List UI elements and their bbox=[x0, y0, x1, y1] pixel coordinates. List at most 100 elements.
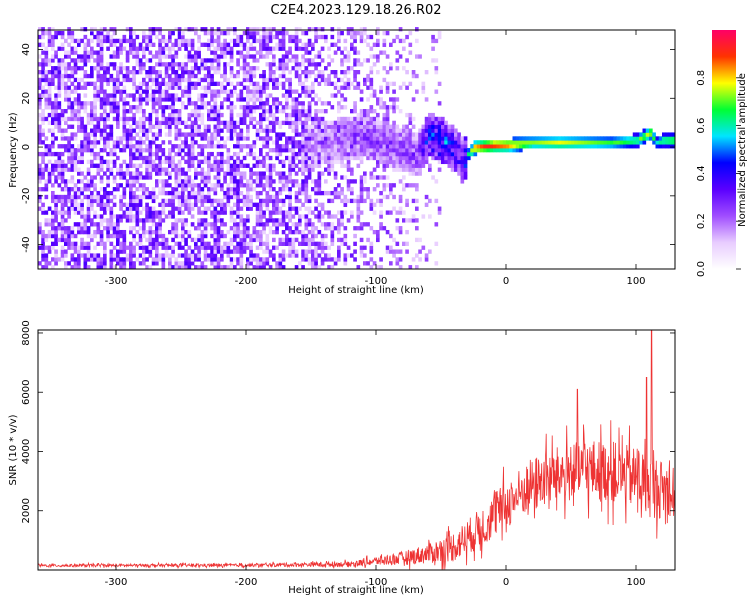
heatmap-cell bbox=[77, 222, 81, 227]
heatmap-cell bbox=[317, 81, 322, 86]
heatmap-cell bbox=[67, 159, 71, 165]
heatmap-cell bbox=[145, 265, 149, 270]
heatmap-cell bbox=[177, 194, 182, 200]
heatmap-cell bbox=[340, 58, 344, 63]
heatmap-cell bbox=[246, 183, 250, 188]
heatmap-cell bbox=[64, 198, 68, 204]
heatmap-cell bbox=[135, 50, 140, 55]
heatmap-cell bbox=[174, 144, 179, 149]
heatmap-cell bbox=[158, 179, 162, 184]
heatmap-cell bbox=[122, 105, 127, 110]
heatmap-cell bbox=[304, 163, 309, 168]
heatmap-cell bbox=[418, 257, 422, 262]
heatmap-cell bbox=[181, 38, 185, 44]
heatmap-cell bbox=[444, 144, 448, 149]
heatmap-cell bbox=[229, 179, 234, 184]
heatmap-cell bbox=[155, 194, 159, 200]
heatmap-cell bbox=[64, 89, 68, 94]
heatmap-cell bbox=[194, 183, 198, 188]
heatmap-cell bbox=[307, 116, 312, 122]
heatmap-cell bbox=[262, 46, 266, 51]
heatmap-cell bbox=[600, 136, 604, 141]
heatmap-cell bbox=[99, 167, 104, 172]
heatmap-cell bbox=[151, 89, 156, 94]
heatmap-cell bbox=[379, 226, 383, 231]
heatmap-cell bbox=[187, 167, 192, 172]
heatmap-cell bbox=[408, 148, 413, 153]
heatmap-cell bbox=[236, 171, 240, 176]
heatmap-cell bbox=[161, 81, 166, 86]
heatmap-cell bbox=[168, 34, 172, 40]
heatmap-cell bbox=[327, 163, 331, 168]
heatmap-cell bbox=[210, 163, 214, 168]
heatmap-cell bbox=[548, 144, 552, 149]
heatmap-cell bbox=[317, 163, 322, 168]
heatmap-cell bbox=[155, 34, 159, 40]
heatmap-cell bbox=[122, 171, 127, 176]
heatmap-cell bbox=[90, 198, 94, 204]
heatmap-cell bbox=[301, 179, 305, 184]
heatmap-cell bbox=[467, 151, 471, 157]
heatmap-cell bbox=[187, 73, 192, 79]
heatmap-cell bbox=[132, 38, 136, 44]
heatmap-cell bbox=[119, 163, 123, 168]
heatmap-cell bbox=[220, 222, 224, 227]
heatmap-cell bbox=[421, 136, 426, 141]
heatmap-cell bbox=[44, 151, 49, 157]
heatmap-cell bbox=[122, 229, 127, 235]
heatmap-cell bbox=[278, 66, 283, 71]
heatmap-cell bbox=[268, 167, 273, 172]
heatmap-cell bbox=[320, 136, 325, 141]
heatmap-cell bbox=[171, 194, 175, 200]
heatmap-cell bbox=[132, 42, 136, 47]
heatmap-cell bbox=[106, 190, 110, 196]
heatmap-cell bbox=[392, 124, 396, 129]
heatmap-cell bbox=[327, 73, 331, 79]
heatmap-cell bbox=[164, 198, 169, 204]
heatmap-cell bbox=[356, 144, 361, 149]
heatmap-cell bbox=[229, 210, 234, 215]
heatmap-cell bbox=[265, 167, 270, 172]
heatmap-cell bbox=[135, 54, 140, 59]
heatmap-cell bbox=[288, 190, 292, 196]
heatmap-cell bbox=[190, 46, 195, 51]
heatmap-cell bbox=[54, 202, 58, 207]
heatmap-cell bbox=[67, 194, 71, 200]
heatmap-cell bbox=[60, 187, 65, 192]
heatmap-cell bbox=[389, 148, 393, 153]
heatmap-cell bbox=[229, 237, 234, 243]
heatmap-cell bbox=[301, 112, 305, 118]
heatmap-cell bbox=[132, 105, 136, 110]
heatmap-cell bbox=[216, 214, 221, 219]
heatmap-cell bbox=[184, 132, 188, 137]
heatmap-cell bbox=[249, 54, 253, 59]
heatmap-cell bbox=[90, 194, 94, 200]
heatmap-cell bbox=[86, 214, 91, 219]
heatmap-cell bbox=[233, 175, 237, 180]
heatmap-cell bbox=[262, 261, 266, 266]
heatmap-cell bbox=[304, 85, 309, 90]
heatmap-cell bbox=[155, 183, 159, 188]
heatmap-cell bbox=[83, 222, 88, 227]
heatmap-cell bbox=[249, 257, 253, 262]
heatmap-cell bbox=[44, 101, 49, 106]
heatmap-cell bbox=[73, 85, 78, 90]
heatmap-cell bbox=[77, 226, 81, 231]
colorbar-tick-label: 0.2 bbox=[696, 213, 707, 229]
heatmap-cell bbox=[119, 50, 123, 55]
heatmap-cell bbox=[151, 194, 156, 200]
heatmap-cell bbox=[207, 194, 211, 200]
heatmap-cell bbox=[142, 38, 146, 44]
heatmap-cell bbox=[112, 202, 117, 207]
heatmap-cell bbox=[259, 97, 263, 102]
heatmap-cell bbox=[317, 128, 322, 133]
heatmap-cell bbox=[132, 214, 136, 219]
heatmap-cell bbox=[106, 229, 110, 235]
heatmap-cell bbox=[369, 93, 374, 98]
heatmap-cell bbox=[363, 109, 367, 114]
heatmap-cell bbox=[226, 190, 231, 196]
heatmap-cell bbox=[142, 261, 146, 266]
heatmap-cell bbox=[262, 38, 266, 44]
heatmap-cell bbox=[304, 144, 309, 149]
heatmap-cell bbox=[281, 73, 286, 79]
